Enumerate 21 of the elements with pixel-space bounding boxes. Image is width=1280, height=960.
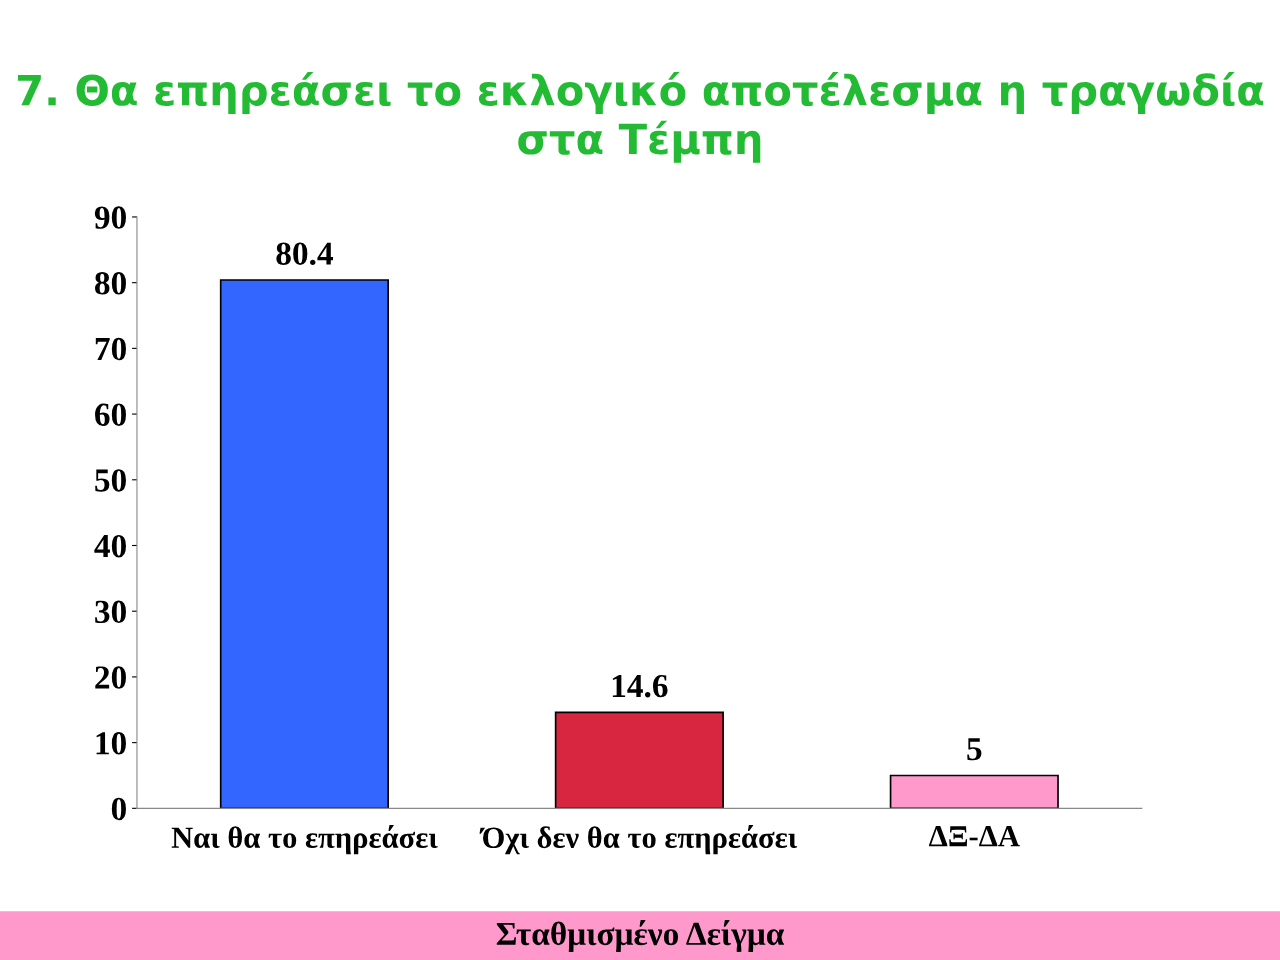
y-tick-label: 30 [95,600,126,624]
y-tick-label: 0 [111,797,126,821]
x-tick-label: Όχι δεν θα το επηρεάσει [479,824,798,855]
y-tick-label: 20 [95,666,126,689]
y-tick-label: 40 [94,534,126,558]
y-tick-label: 60 [95,403,126,426]
chart-title: 7. Θα επηρεάσει το εκλογικό αποτέλεσμα η τραγωδία στα Τέμπη [17,72,1264,163]
y-tick-label: 80 [95,272,126,295]
x-tick-label: ΔΞ-ΔΑ [929,826,1020,847]
x-tick-label: Ναι θα το επηρεάσει [171,824,438,855]
data-label: 80.4 [276,242,333,266]
bar [889,774,1059,809]
y-tick-label: 70 [95,337,126,361]
y-tick-label: 50 [95,469,126,492]
y-tick-label: 10 [96,732,126,755]
data-label: 14.6 [612,674,668,698]
y-tick-label: 90 [94,206,126,229]
data-label: 5 [967,738,982,761]
bar [554,711,724,809]
text: Σταθμισμένο Δείγμα [496,920,785,952]
bar [219,279,389,809]
